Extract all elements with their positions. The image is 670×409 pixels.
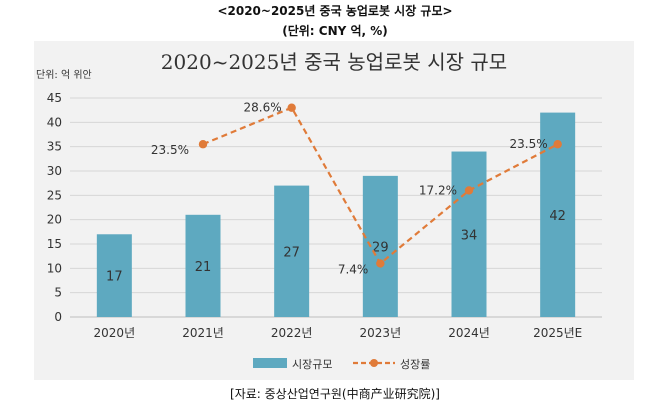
x-tick-label: 2020년 (94, 326, 136, 340)
bar-value-label: 21 (195, 260, 212, 275)
y-tick-label: 15 (47, 237, 62, 251)
legend-line-label: 성장률 (400, 358, 430, 371)
growth-point (464, 186, 474, 195)
growth-value-label: 28.6% (244, 101, 282, 115)
y-tick-label: 20 (47, 213, 62, 227)
source-caption: [자료: 중상산업연구원(中商产业研究院)] (230, 387, 440, 401)
unit-label: 단위: 억 위안 (36, 68, 92, 81)
bar-value-label: 42 (549, 209, 566, 224)
growth-point (376, 259, 385, 268)
bar (362, 175, 398, 317)
x-tick-label: 2022년 (271, 326, 313, 340)
growth-value-label: 23.5% (510, 137, 548, 151)
y-tick-label: 0 (54, 310, 62, 324)
y-tick-label: 45 (47, 91, 62, 105)
legend-bar-label: 시장규모 (292, 358, 332, 371)
legend-bar-swatch (253, 358, 287, 368)
y-tick-label: 35 (47, 140, 62, 154)
growth-value-label: 23.5% (151, 143, 189, 157)
growth-point (553, 140, 562, 149)
bar (96, 234, 132, 317)
bar-value-label: 29 (372, 240, 389, 255)
y-tick-label: 5 (54, 286, 62, 300)
bar (451, 151, 487, 317)
growth-point (287, 103, 296, 112)
x-tick-label: 2023년 (360, 326, 402, 340)
chart-title: 2020~2025년 중국 농업로봇 시장 규모 (161, 50, 507, 74)
growth-point (198, 140, 208, 149)
y-tick-label: 25 (47, 188, 62, 202)
header-unit: (단위: CNY 억, %) (282, 24, 388, 38)
bar-value-label: 17 (106, 270, 123, 285)
y-tick-label: 40 (47, 115, 62, 129)
legend-line-marker (370, 359, 378, 367)
bar (274, 185, 310, 317)
bar-value-label: 34 (461, 228, 478, 243)
header-title: <2020~2025년 중국 농업로봇 시장 규모> (217, 4, 453, 18)
growth-value-label: 7.4% (338, 262, 369, 276)
x-tick-label: 2024년 (448, 326, 490, 340)
x-tick-label: 2025년E (533, 326, 582, 340)
x-tick-label: 2021년 (182, 326, 224, 340)
growth-value-label: 17.2% (419, 183, 457, 197)
bar (185, 214, 221, 317)
y-tick-label: 30 (47, 164, 62, 178)
y-tick-label: 10 (47, 261, 62, 275)
bar-value-label: 27 (283, 245, 300, 260)
